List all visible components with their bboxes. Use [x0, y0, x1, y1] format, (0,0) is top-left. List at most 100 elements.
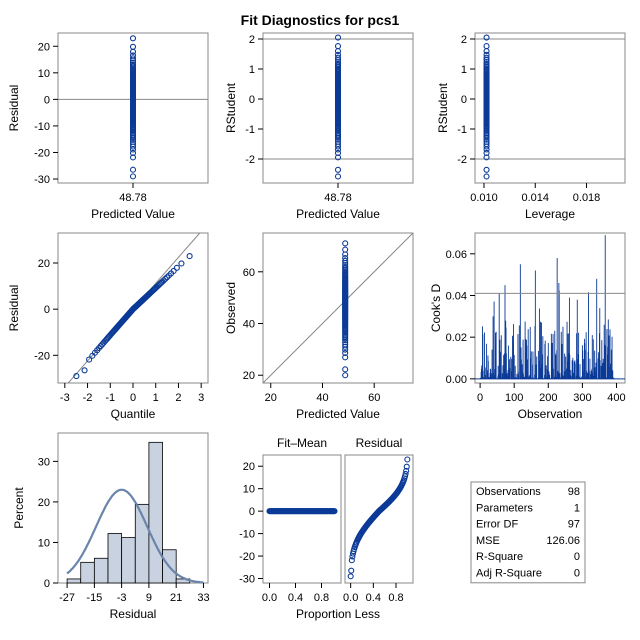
fit-mean-panel-xtick-label: 0.8 — [314, 592, 329, 604]
observed-point — [342, 257, 349, 264]
leverage-point — [483, 51, 490, 58]
stat-value: 1 — [574, 502, 580, 514]
residual-fit-spread-ytick-label: -30 — [239, 574, 255, 586]
cooks-d-ytick-label: 0.02 — [446, 332, 467, 344]
residual-vs-predicted-ytick-label: -30 — [34, 174, 50, 186]
stat-value: 0 — [574, 551, 580, 563]
identity-line — [262, 232, 414, 384]
residual-histogram-ytick-label: 20 — [38, 497, 50, 509]
stat-label: Adj R-Square — [476, 568, 542, 580]
observed-point — [342, 240, 349, 247]
cooks-d-frame — [474, 232, 626, 384]
rstudent-point — [334, 51, 342, 58]
residual-spread-panel-xtick-label: 0.4 — [366, 592, 381, 604]
residual-spread-point — [348, 557, 355, 564]
residual-spread-panel-frame — [344, 454, 414, 584]
qq-point — [81, 367, 88, 374]
residual-histogram-y-axis-label: Percent — [12, 487, 26, 529]
residual-spread-point — [348, 567, 355, 574]
fit-mean-panel-header: Fit–Mean — [277, 436, 327, 450]
stat-label: Parameters — [476, 502, 533, 514]
stat-value: 126.06 — [546, 535, 580, 547]
histogram-bar — [66, 578, 82, 584]
residual-spread-point — [349, 553, 356, 560]
rstudent-vs-predicted-ytick-label: 0 — [249, 94, 255, 106]
rstudent-point — [334, 154, 342, 161]
rstudent-vs-predicted-ytick-label: 1 — [249, 64, 255, 76]
leverage-point — [483, 138, 490, 145]
rstudent-point — [334, 149, 342, 156]
residual-histogram-ytick-label: 0 — [44, 578, 50, 590]
qq-plot-xtick-label: -2 — [83, 392, 93, 404]
residual-histogram-xtick-label: 33 — [197, 592, 209, 604]
rstudent-vs-leverage-ytick-label: 1 — [461, 64, 467, 76]
rstudent-vs-leverage-ytick-label: 2 — [461, 34, 467, 46]
cooks-d-x-axis-label: Observation — [518, 407, 583, 421]
observed-point — [342, 262, 349, 269]
stat-value: 98 — [568, 486, 580, 498]
residual-histogram-xtick-label: 9 — [146, 592, 152, 604]
rstudent-point — [334, 140, 342, 148]
residual-fit-spread-ytick-label: 0 — [249, 506, 255, 518]
qq-point — [86, 356, 93, 363]
qq-plot-y-axis-label: Residual — [7, 285, 21, 332]
rstudent-vs-leverage-y-axis-label: RStudent — [436, 82, 450, 133]
leverage-point — [483, 149, 490, 156]
residual-point — [129, 52, 137, 59]
rstudent-vs-leverage-frame — [474, 32, 626, 184]
qq-point — [73, 373, 80, 380]
stat-label: MSE — [476, 535, 500, 547]
qq-plot-xtick-label: -1 — [105, 392, 115, 404]
rstudent-vs-predicted-x-axis-label: Predicted Value — [296, 207, 380, 221]
residual-fit-spread-x-axis-label: Proportion Less — [296, 607, 380, 621]
residual-histogram-x-axis-label: Residual — [110, 607, 157, 621]
residual-point — [129, 173, 137, 180]
rstudent-vs-leverage-x-axis-label: Leverage — [525, 207, 575, 221]
qq-plot-xtick-label: 3 — [198, 392, 204, 404]
rstudent-vs-predicted-ytick-label: -1 — [245, 124, 255, 136]
leverage-point — [483, 60, 490, 67]
residual-spread-panel-xtick-label: 0.8 — [388, 592, 403, 604]
leverage-point — [483, 166, 490, 173]
residual-histogram-xtick-label: 21 — [170, 592, 182, 604]
observed-vs-predicted-xtick-label: 60 — [368, 392, 380, 404]
cooks-d-ytick-label: 0.04 — [446, 291, 467, 303]
residual-fit-spread-ytick-label: -20 — [239, 551, 255, 563]
residual-point — [129, 61, 137, 68]
observed-point — [342, 246, 349, 253]
residual-panel-header: Residual — [356, 436, 403, 450]
observed-vs-predicted-y-axis-label: Observed — [224, 282, 238, 334]
residual-point — [129, 138, 137, 145]
residual-point — [129, 55, 137, 62]
observed-vs-predicted-xtick-label: 40 — [316, 392, 328, 404]
residual-fit-spread-ytick-label: 10 — [243, 484, 255, 496]
rstudent-vs-leverage-xtick-label: 0.014 — [521, 192, 549, 204]
residual-histogram-ytick-label: 10 — [38, 537, 50, 549]
qq-point — [170, 267, 177, 274]
residual-vs-predicted-ytick-label: -20 — [34, 147, 50, 159]
qq-point — [160, 277, 167, 284]
qq-point — [178, 260, 185, 267]
residual-histogram-xtick-label: -27 — [59, 592, 75, 604]
residual-point — [129, 154, 137, 161]
histogram-bar — [148, 441, 163, 584]
qq-plot-xtick-label: 2 — [175, 392, 181, 404]
qq-point — [162, 275, 169, 282]
residual-fit-spread-ytick-label: 20 — [243, 461, 255, 473]
stat-label: Error DF — [476, 519, 518, 531]
qq-plot-xtick-label: 1 — [153, 392, 159, 404]
observed-point — [342, 341, 349, 348]
residual-histogram-ytick-label: 30 — [38, 456, 50, 468]
rstudent-vs-predicted-ytick-label: -2 — [245, 154, 255, 166]
residual-spread-point — [402, 470, 409, 478]
figure-title: Fit Diagnostics for pcs1 — [241, 12, 400, 28]
leverage-point — [483, 154, 490, 161]
observed-vs-predicted-ytick-label: 20 — [243, 370, 255, 382]
fit-statistics-table — [470, 481, 586, 584]
rstudent-point — [334, 138, 342, 145]
residual-point — [129, 35, 137, 42]
residual-point — [129, 43, 137, 50]
histogram-bar — [121, 537, 136, 584]
residual-spread-point — [401, 473, 409, 480]
residual-point — [129, 59, 137, 66]
